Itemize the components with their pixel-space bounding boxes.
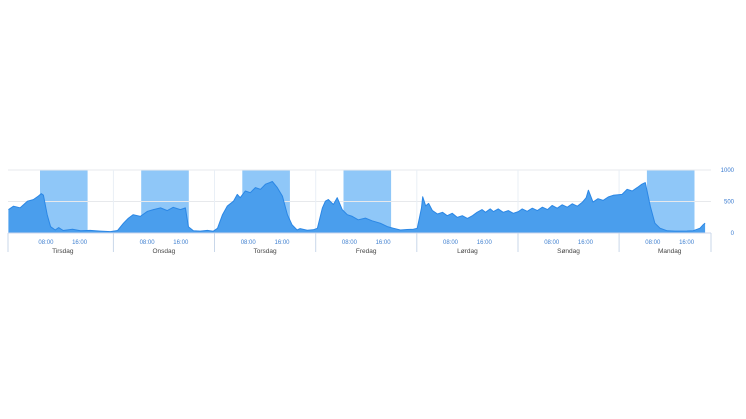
x-axis-time-label: 16:00: [173, 240, 189, 246]
x-axis-time-label: 08:00: [544, 240, 560, 246]
x-axis-day-label: Onsdag: [153, 248, 176, 255]
x-axis-day-label: Søndag: [557, 248, 580, 255]
x-axis-time-label: 16:00: [72, 240, 88, 246]
x-axis-day-label: Mandag: [658, 248, 682, 255]
x-axis-time-label: 16:00: [274, 240, 290, 246]
x-axis-time-label: 16:00: [578, 240, 594, 246]
series-area-fill[interactable]: [8, 181, 706, 234]
x-axis-time-label: 08:00: [241, 240, 257, 246]
x-axis-time-label: 08:00: [38, 240, 54, 246]
x-axis-time-label: 08:00: [342, 240, 358, 246]
x-axis-time-label: 08:00: [645, 240, 661, 246]
y-axis-label: 1000: [721, 168, 735, 174]
x-axis-day-label: Tirsdag: [52, 248, 74, 255]
series-line: [8, 181, 706, 233]
x-axis-time-label: 08:00: [443, 240, 459, 246]
x-axis-day-label: Lørdag: [457, 248, 478, 255]
x-axis-time-label: 16:00: [376, 240, 392, 246]
x-axis-day-label: Fredag: [356, 248, 377, 255]
y-axis-label: 500: [724, 200, 735, 206]
y-axis-label: 0: [731, 231, 735, 237]
x-axis-time-label: 08:00: [140, 240, 156, 246]
x-axis-day-label: Torsdag: [254, 248, 278, 255]
x-axis-time-label: 16:00: [477, 240, 493, 246]
x-axis-time-label: 16:00: [679, 240, 695, 246]
